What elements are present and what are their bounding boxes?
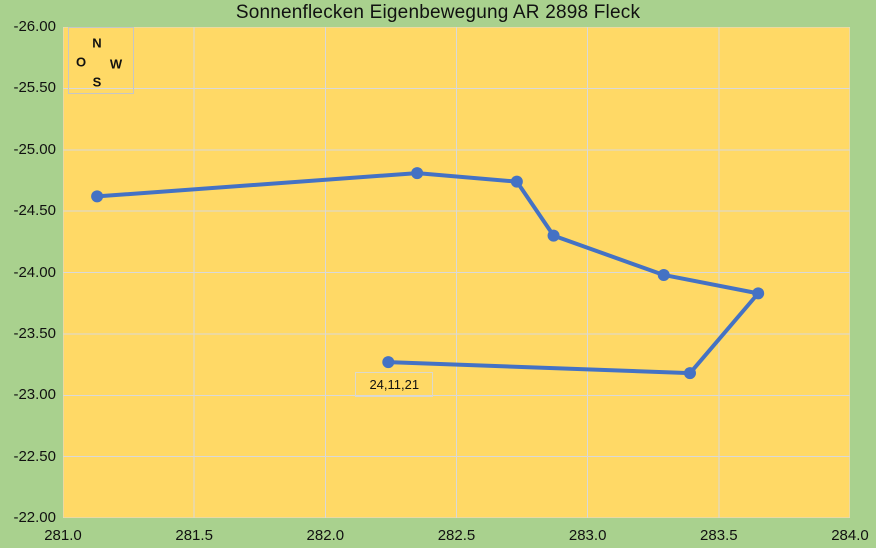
date-annotation-text: 24,11,21 — [369, 377, 420, 393]
x-tick-label: 281.5 — [175, 527, 213, 544]
plot-area: N O W S 24,11,21 — [63, 27, 850, 518]
y-tick-label: -22.00 — [13, 509, 56, 526]
x-tick-label: 284.0 — [831, 527, 869, 544]
data-point-marker — [510, 175, 523, 188]
x-tick-label: 283.5 — [700, 527, 738, 544]
y-tick-label: -25.00 — [13, 140, 56, 158]
x-tick-label: 282.5 — [437, 527, 476, 544]
y-tick-label: -24.50 — [13, 202, 56, 220]
data-point-marker — [547, 229, 560, 242]
y-tick-label: -23.50 — [13, 324, 56, 342]
chart-title: Sonnenflecken Eigenbewegung AR 2898 Flec… — [235, 2, 641, 23]
date-annotation: 24,11,21 — [355, 372, 434, 398]
compass-east-label: O — [75, 54, 87, 70]
data-point-marker — [411, 167, 424, 180]
y-tick-label: -23.00 — [13, 386, 56, 404]
y-tick-label: -24.00 — [13, 263, 56, 281]
compass-west-label: W — [109, 56, 123, 72]
chart-canvas — [63, 27, 850, 518]
x-tick-label: 283.0 — [568, 527, 607, 544]
y-tick-label: -25.50 — [13, 79, 56, 97]
data-point-marker — [657, 268, 670, 281]
compass-legend: N O W S — [68, 27, 134, 94]
y-tick-label: -22.50 — [13, 447, 56, 465]
x-tick-label: 282.0 — [306, 527, 345, 544]
data-point-marker — [382, 356, 395, 369]
compass-south-label: S — [92, 74, 102, 90]
data-point-marker — [91, 190, 104, 203]
data-point-marker — [683, 367, 696, 380]
x-tick-label: 281.0 — [44, 527, 82, 544]
data-point-marker — [752, 287, 765, 300]
data-series-line — [95, 171, 761, 376]
y-tick-label: -26.00 — [13, 18, 56, 35]
compass-north-label: N — [92, 35, 102, 51]
